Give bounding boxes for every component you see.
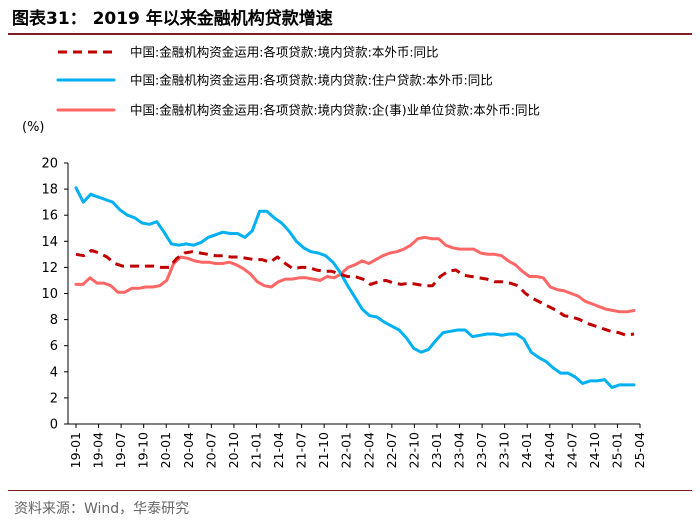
- x-tick-label: 20-07: [203, 432, 218, 468]
- y-tick-label: 18: [41, 183, 58, 198]
- legend: 中国:金融机构资金运用:各项贷款:境内贷款:本外币:同比中国:金融机构资金运用:…: [56, 45, 540, 118]
- total-loan-series-line: [75, 248, 635, 337]
- x-tick-label: 19-10: [136, 432, 151, 468]
- y-tick-label: 0: [50, 418, 58, 433]
- x-tick-label: 23-10: [497, 432, 512, 468]
- x-tick-label: 20-10: [226, 432, 241, 468]
- source-note: 资料来源：Wind，华泰研究: [14, 501, 190, 517]
- y-tick-label: 6: [50, 339, 58, 354]
- x-tick-label: 21-01: [248, 432, 263, 468]
- y-axis-label: (%): [22, 120, 45, 135]
- x-tick-label: 22-04: [361, 432, 376, 468]
- y-tick-label: 16: [41, 209, 58, 224]
- enterprise-loan-series-line: [74, 235, 636, 314]
- axes: 0 2 4 6 8 10 12 14 16 18 20 19-01 19-04 19-07 19-10 20-…: [41, 157, 647, 469]
- x-tick-label: 19-01: [68, 432, 83, 468]
- source-rule: [8, 490, 692, 491]
- x-tick-label: 25-01: [609, 432, 624, 468]
- legend-item-housing-loans: 中国:金融机构资金运用:各项贷款:境内贷款:住户贷款:本外币:同比: [56, 73, 493, 88]
- x-tick-label: 19-07: [113, 432, 128, 468]
- x-tick-label: 24-01: [519, 432, 534, 468]
- x-tick-label: 22-10: [406, 432, 421, 468]
- x-tick-label: 24-07: [564, 432, 579, 468]
- series-layer: [74, 186, 636, 389]
- legend-label: 中国:金融机构资金运用:各项贷款:境内贷款:本外币:同比: [130, 45, 439, 60]
- x-tick-label: 24-04: [542, 432, 557, 468]
- legend-item-enterprise-loans: 中国:金融机构资金运用:各项贷款:境内贷款:企(事)业单位贷款:本外币:同比: [56, 103, 540, 118]
- y-tick-label: 8: [50, 313, 58, 328]
- x-tick-label: 23-01: [429, 432, 444, 468]
- chart-title: 图表31： 2019 年以来金融机构贷款增速: [12, 9, 333, 29]
- y-tick-label: 10: [41, 287, 58, 302]
- x-tick-label: 21-07: [294, 432, 309, 468]
- y-tick-label: 12: [41, 261, 58, 276]
- y-tick-label: 20: [41, 157, 58, 172]
- x-tick-label: 22-07: [384, 432, 399, 468]
- legend-label: 中国:金融机构资金运用:各项贷款:境内贷款:企(事)业单位贷款:本外币:同比: [130, 103, 540, 118]
- y-tick-label: 2: [50, 391, 58, 406]
- y-tick-label: 4: [50, 365, 58, 380]
- x-tick-label: 23-07: [474, 432, 489, 468]
- title-rule: [8, 33, 692, 35]
- legend-label: 中国:金融机构资金运用:各项贷款:境内贷款:住户贷款:本外币:同比: [130, 73, 493, 88]
- x-tick-label: 25-04: [632, 432, 647, 468]
- legend-item-total-loans: 中国:金融机构资金运用:各项贷款:境内贷款:本外币:同比: [58, 45, 439, 60]
- x-tick-label: 21-04: [271, 432, 286, 468]
- x-tick-label: 23-04: [452, 432, 467, 468]
- housing-loan-series-line: [74, 186, 636, 389]
- x-tick-label: 21-10: [316, 432, 331, 468]
- x-tick-label: 20-01: [158, 432, 173, 468]
- x-tick-label: 20-04: [181, 432, 196, 468]
- x-tick-label: 24-10: [587, 432, 602, 468]
- x-tick-label: 19-04: [91, 432, 106, 468]
- x-tick-label: 22-01: [339, 432, 354, 468]
- y-tick-label: 14: [41, 235, 58, 250]
